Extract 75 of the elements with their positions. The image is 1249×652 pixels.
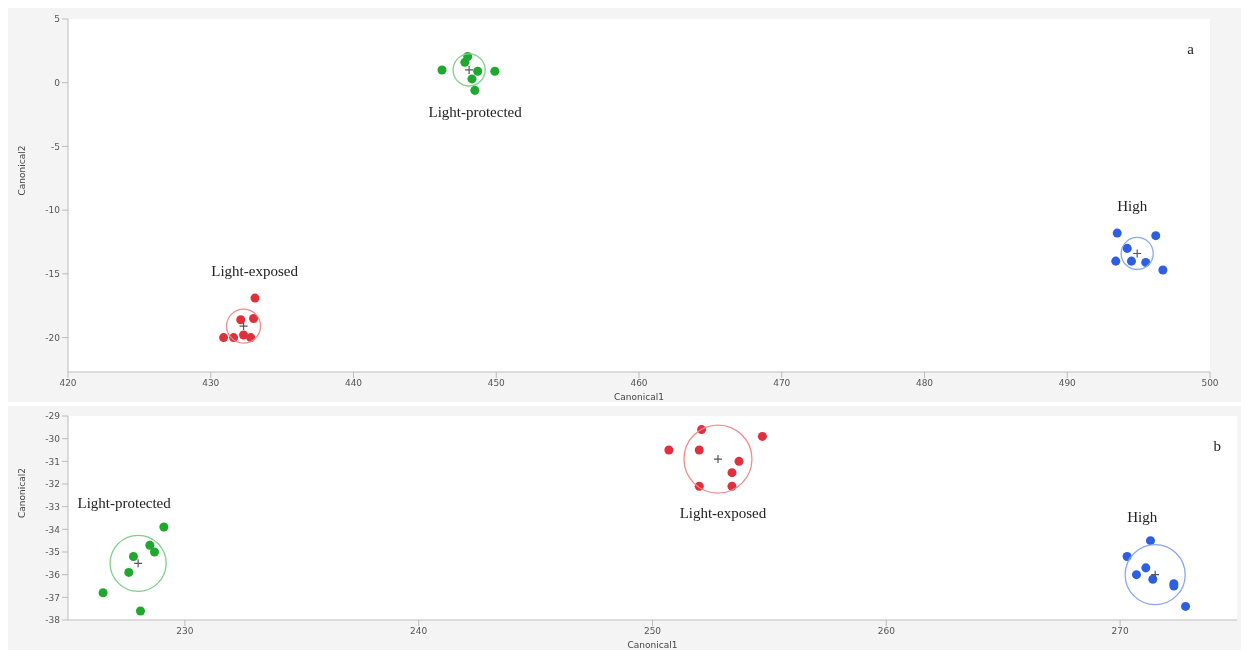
x-tick-label: 270 <box>1111 626 1129 637</box>
y-tick-label: -5 <box>51 141 60 152</box>
point <box>250 293 260 303</box>
y-tick-label: 5 <box>54 14 60 25</box>
point <box>467 74 477 84</box>
x-tick-label: 460 <box>630 378 648 389</box>
y-tick-label: -29 <box>45 411 61 422</box>
annotation: Light-protected <box>77 494 172 511</box>
y-tick-label: -37 <box>45 592 60 603</box>
y-tick-label: -32 <box>45 479 60 490</box>
point <box>734 456 744 466</box>
annotation: Light-protected <box>428 104 523 121</box>
point <box>1151 231 1161 241</box>
point <box>128 552 138 562</box>
annotation: High <box>1127 509 1158 526</box>
x-tick-label: 440 <box>344 378 363 389</box>
annotation: a <box>1187 41 1194 58</box>
point <box>219 333 229 343</box>
x-tick-label: 260 <box>877 626 896 637</box>
point <box>1148 574 1158 584</box>
annotation: Light-exposed <box>679 504 767 521</box>
point <box>473 66 483 76</box>
y-tick-label: -38 <box>45 615 61 626</box>
y-tick-label: -34 <box>45 524 61 535</box>
point <box>149 547 160 557</box>
x-axis-title: Canonical1 <box>627 640 678 650</box>
y-axis-title: Canonical2 <box>17 468 28 518</box>
x-tick-label: 490 <box>1058 378 1077 389</box>
y-tick-label: -30 <box>45 433 61 444</box>
x-axis-title: Canonical1 <box>614 392 664 402</box>
point <box>1122 243 1132 253</box>
x-tick-label: 430 <box>202 378 220 389</box>
x-tick-label: 500 <box>1201 378 1219 389</box>
point <box>437 65 447 75</box>
point <box>135 606 145 616</box>
point <box>664 445 674 455</box>
annotation: High <box>1117 197 1148 214</box>
point <box>159 522 169 532</box>
point <box>145 540 155 550</box>
point <box>1145 536 1156 546</box>
point <box>470 85 480 95</box>
point <box>727 468 737 478</box>
y-axis-title: Canonical2 <box>17 145 28 196</box>
point <box>1131 570 1141 580</box>
point <box>757 431 767 441</box>
y-tick-label: -35 <box>45 547 60 558</box>
y-tick-label: -33 <box>45 501 60 512</box>
point <box>1181 601 1191 611</box>
point <box>249 313 259 323</box>
y-tick-label: -20 <box>45 332 61 343</box>
x-tick-label: 480 <box>915 378 934 389</box>
point <box>1158 265 1168 275</box>
x-tick-label: 230 <box>176 626 194 637</box>
y-tick-label: -31 <box>45 456 60 467</box>
y-tick-label: -10 <box>45 205 61 216</box>
annotation: Light-exposed <box>211 262 299 279</box>
point <box>694 445 704 455</box>
x-tick-label: 240 <box>410 626 428 637</box>
point <box>124 567 134 577</box>
point <box>460 57 470 67</box>
x-tick-label: 420 <box>59 378 77 389</box>
point <box>490 66 500 76</box>
x-tick-label: 250 <box>643 626 662 637</box>
y-tick-label: -15 <box>45 269 60 280</box>
point <box>98 588 108 598</box>
point <box>1112 228 1122 238</box>
point <box>1141 563 1151 573</box>
point <box>1111 256 1121 266</box>
point <box>1126 256 1136 266</box>
y-tick-label: 0 <box>54 77 61 88</box>
annotation: b <box>1213 438 1221 455</box>
x-tick-label: 450 <box>487 378 506 389</box>
y-tick-label: -36 <box>45 569 61 580</box>
x-tick-label: 470 <box>773 378 791 389</box>
point <box>236 315 246 325</box>
